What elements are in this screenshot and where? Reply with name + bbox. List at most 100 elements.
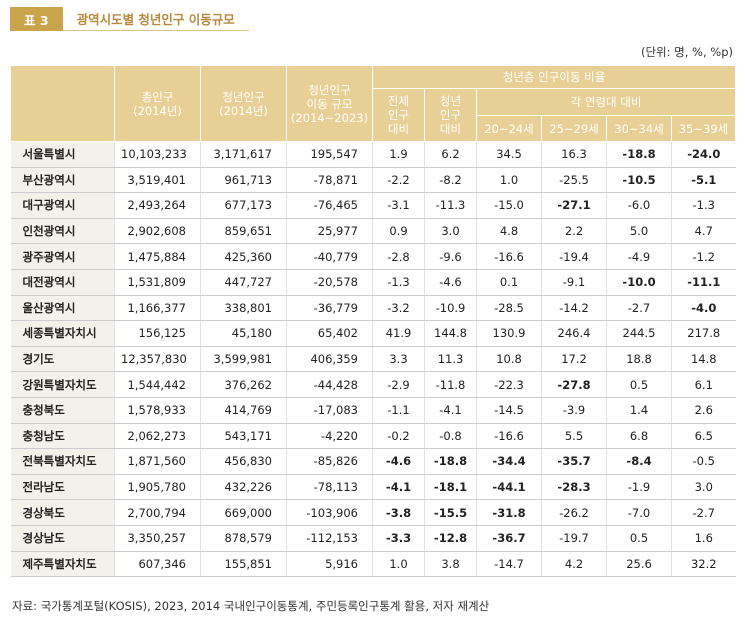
age-30-34-cell: 25.6	[606, 551, 672, 578]
total-pop-cell: 1,166,377	[114, 295, 201, 322]
youth-move-cell: 25,977	[286, 218, 373, 245]
table-row: 대전광역시 1,531,809 447,727 -20,578 -1.3 -4.6 0.1-…	[10, 269, 736, 296]
youth-ratio-cell: -0.8	[424, 423, 477, 450]
age-20-24-cell: -28.5	[476, 295, 542, 322]
unit-label: (단위: 명, %, %p)	[640, 45, 733, 59]
age-30-34-cell: 6.8	[606, 423, 672, 450]
table-row: 부산광역시 3,519,401 961,713 -78,871 -2.2 -8.2 1.0-…	[10, 167, 736, 194]
age-25-29-cell: 17.2	[541, 346, 607, 373]
youth-ratio-cell: -15.5	[424, 499, 477, 526]
table-row: 광주광역시 1,475,884 425,360 -40,779 -2.8 -9.6 -16.…	[10, 243, 736, 270]
total-ratio-cell: 41.9	[372, 320, 425, 347]
youth-pop-cell: 376,262	[200, 371, 287, 398]
table-row: 세종특별자치시 156,125 45,180 65,402 41.9 144.8 130.9…	[10, 320, 736, 347]
region-cell: 울산광역시	[10, 295, 115, 322]
region-cell: 충청북도	[10, 397, 115, 424]
youth-ratio-cell: -11.3	[424, 192, 477, 219]
age-35-39-cell: -2.7	[671, 499, 736, 526]
age-30-34-cell: -1.9	[606, 474, 672, 501]
youth-ratio-cell: 3.0	[424, 218, 477, 245]
header-age-20-24: 20~24세	[476, 115, 542, 142]
region-cell: 세종특별자치시	[10, 320, 115, 347]
age-30-34-cell: -6.0	[606, 192, 672, 219]
header-total-ratio: 전체 인구 대비	[372, 88, 425, 142]
age-35-39-cell: -1.2	[671, 243, 736, 270]
youth-move-cell: -103,906	[286, 499, 373, 526]
region-cell: 광주광역시	[10, 243, 115, 270]
age-35-39-cell: -4.0	[671, 295, 736, 322]
age-30-34-cell: -7.0	[606, 499, 672, 526]
region-cell: 대전광역시	[10, 269, 115, 296]
age-35-39-cell: 6.5	[671, 423, 736, 450]
age-35-39-cell: -11.1	[671, 269, 736, 296]
age-25-29-cell: -3.9	[541, 397, 607, 424]
table-number: 표 3	[10, 7, 63, 31]
age-20-24-cell: -14.7	[476, 551, 542, 578]
total-pop-cell: 12,357,830	[114, 346, 201, 373]
age-35-39-cell: 6.1	[671, 371, 736, 398]
total-pop-cell: 2,062,273	[114, 423, 201, 450]
total-ratio-cell: -1.3	[372, 269, 425, 296]
age-20-24-cell: 34.5	[476, 141, 542, 168]
table-row: 대구광역시 2,493,264 677,173 -76,465 -3.1 -11.3 -15…	[10, 192, 736, 219]
youth-move-cell: -40,779	[286, 243, 373, 270]
age-25-29-cell: -28.3	[541, 474, 607, 501]
total-pop-cell: 3,519,401	[114, 167, 201, 194]
age-30-34-cell: 5.0	[606, 218, 672, 245]
youth-move-cell: -44,428	[286, 371, 373, 398]
age-30-34-cell: -2.7	[606, 295, 672, 322]
age-20-24-cell: 1.0	[476, 167, 542, 194]
age-20-24-cell: -15.0	[476, 192, 542, 219]
table-row: 강원특별자치도 1,544,442 376,262 -44,428 -2.9 -11.8-…	[10, 371, 736, 398]
youth-ratio-cell: -18.1	[424, 474, 477, 501]
youth-ratio-cell: 11.3	[424, 346, 477, 373]
region-cell: 대구광역시	[10, 192, 115, 219]
youth-migration-table: 총인구 (2014년) 청년인구 (2014년) 청년인구 이동 규모 (2014~20…	[10, 65, 737, 578]
total-pop-cell: 156,125	[114, 320, 201, 347]
age-30-34-cell: -10.0	[606, 269, 672, 296]
age-35-39-cell: 2.6	[671, 397, 736, 424]
total-ratio-cell: -1.1	[372, 397, 425, 424]
age-30-34-cell: 0.5	[606, 525, 672, 552]
youth-pop-cell: 155,851	[200, 551, 287, 578]
region-cell: 경상남도	[10, 525, 115, 552]
age-35-39-cell: 32.2	[671, 551, 736, 578]
youth-ratio-cell: -4.6	[424, 269, 477, 296]
total-ratio-cell: 1.0	[372, 551, 425, 578]
total-pop-cell: 1,871,560	[114, 448, 201, 475]
age-30-34-cell: 18.8	[606, 346, 672, 373]
age-25-29-cell: -27.1	[541, 192, 607, 219]
age-25-29-cell: 2.2	[541, 218, 607, 245]
total-ratio-cell: -4.1	[372, 474, 425, 501]
youth-move-cell: 406,359	[286, 346, 373, 373]
youth-ratio-cell: 144.8	[424, 320, 477, 347]
header-age-35-39: 35~39세	[670, 115, 737, 142]
age-20-24-cell: 130.9	[476, 320, 542, 347]
age-35-39-cell: -24.0	[671, 141, 736, 168]
youth-move-cell: -4,220	[286, 423, 373, 450]
header-youth-move: 청년인구 이동 규모 (2014~2023)	[286, 65, 373, 142]
total-ratio-cell: -3.3	[372, 525, 425, 552]
youth-pop-cell: 543,171	[200, 423, 287, 450]
age-25-29-cell: -27.8	[541, 371, 607, 398]
age-20-24-cell: -34.4	[476, 448, 542, 475]
age-35-39-cell: -1.3	[671, 192, 736, 219]
youth-pop-cell: 45,180	[200, 320, 287, 347]
age-25-29-cell: -25.5	[541, 167, 607, 194]
youth-pop-cell: 338,801	[200, 295, 287, 322]
age-20-24-cell: -16.6	[476, 423, 542, 450]
header-age-25-29: 25~29세	[541, 115, 607, 142]
table-row: 경기도 12,357,830 3,599,981 406,359 3.3 11.3 10.8…	[10, 346, 736, 373]
age-30-34-cell: 0.5	[606, 371, 672, 398]
total-pop-cell: 1,544,442	[114, 371, 201, 398]
youth-pop-cell: 669,000	[200, 499, 287, 526]
youth-pop-cell: 3,171,617	[200, 141, 287, 168]
total-ratio-cell: -3.2	[372, 295, 425, 322]
age-30-34-cell: 244.5	[606, 320, 672, 347]
youth-ratio-cell: -10.9	[424, 295, 477, 322]
table-row: 경상남도 3,350,257 878,579 -112,153 -3.3 -12.8 -36…	[10, 525, 736, 552]
youth-pop-cell: 414,769	[200, 397, 287, 424]
youth-ratio-cell: -9.6	[424, 243, 477, 270]
age-35-39-cell: 217.8	[671, 320, 736, 347]
total-pop-cell: 2,902,608	[114, 218, 201, 245]
